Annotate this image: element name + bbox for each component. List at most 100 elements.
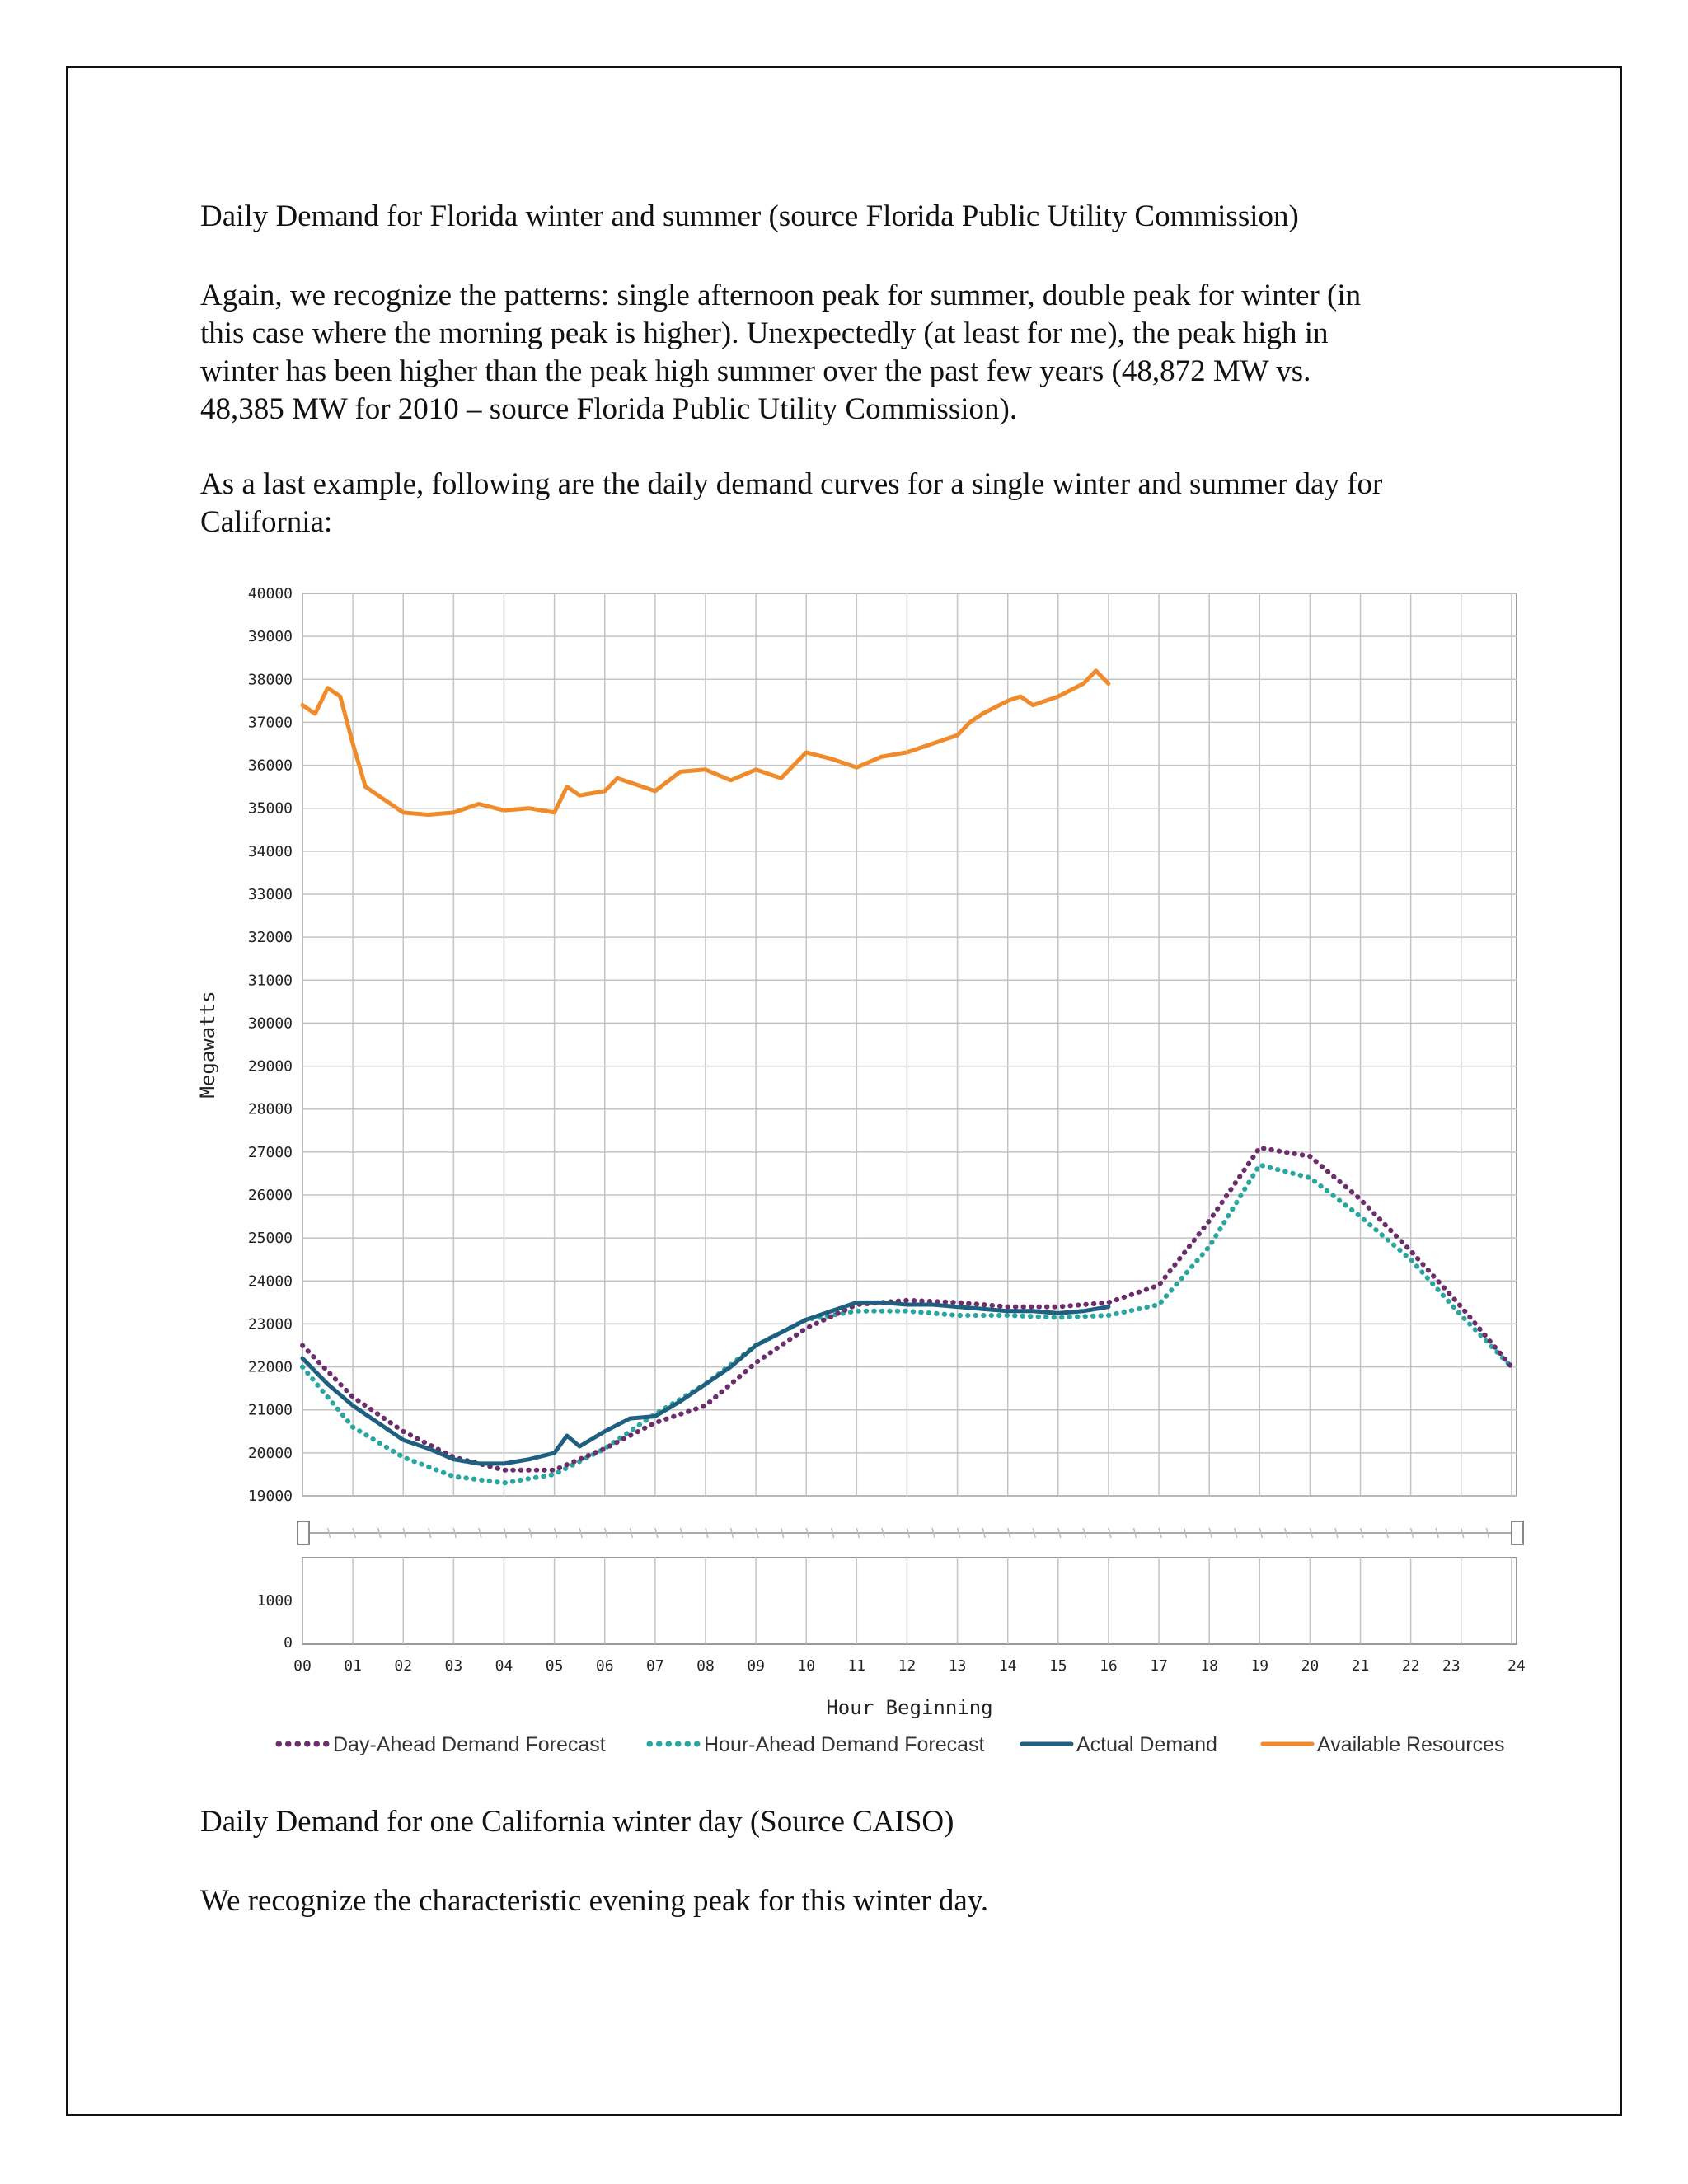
scrollbar-tick: [528, 1527, 532, 1539]
paragraph-line: this case where the morning peak is high…: [200, 316, 1329, 350]
y-tick-label: 33000: [248, 886, 293, 903]
scrollbar-tick: [1334, 1527, 1339, 1539]
series-line-day-ahead-demand-forecast: [300, 1145, 1514, 1473]
y-tick-label: 39000: [248, 628, 293, 645]
y-tick-label: 22000: [248, 1359, 293, 1376]
y-tick-label: 31000: [248, 972, 293, 989]
x-tick-label: 03: [445, 1657, 463, 1675]
legend-label: Actual Demand: [1076, 1733, 1217, 1756]
x-tick-label: 06: [596, 1657, 614, 1675]
x-tick-label: 22: [1402, 1657, 1420, 1675]
scrollbar-tick: [906, 1527, 911, 1539]
scrollbar-tick: [831, 1527, 835, 1539]
y-axis-title: Megawatts: [196, 991, 219, 1098]
x-tick-label: 09: [747, 1657, 765, 1675]
paragraph-florida-analysis: Again, we recognize the patterns: single…: [200, 277, 1486, 429]
x-tick-label: 04: [495, 1657, 513, 1675]
scrollbar-tick: [326, 1527, 331, 1539]
scrollbar-tick: [881, 1527, 885, 1539]
x-tick-label: 12: [898, 1657, 917, 1675]
y-tick-label: 25000: [248, 1230, 293, 1247]
y-tick-label: 37000: [248, 714, 293, 731]
plot-area: [302, 593, 1517, 1497]
x-axis-ticks: 00 01 02 03 04 05 06 07 08 09 10 11 12 13 14 15 16 17 18 19…: [293, 1657, 1525, 1675]
x-tick-label: 07: [646, 1657, 664, 1675]
scrollbar-tick: [1309, 1527, 1314, 1539]
scrollbar-tick: [982, 1527, 986, 1539]
scrollbar-tick: [579, 1527, 583, 1539]
scrollbar-tick: [1485, 1527, 1490, 1539]
scrollbar-tick: [1259, 1527, 1264, 1539]
x-tick-label: 17: [1150, 1657, 1168, 1675]
chart-legend: Day-Ahead Demand Forecast Hour-Ahead Dema…: [275, 1733, 1504, 1756]
lower-plot-area: [302, 1557, 1517, 1645]
series-line-hour-ahead-demand-forecast: [300, 1162, 1514, 1486]
chart-grid: [302, 593, 1517, 1497]
x-tick-label: 16: [1100, 1657, 1118, 1675]
y-tick-label: 36000: [248, 757, 293, 775]
scrollbar-tick: [352, 1527, 356, 1539]
chart-range-scrollbar[interactable]: [297, 1521, 1524, 1545]
scrollbar-handle: [297, 1521, 310, 1545]
scrollbar-tick: [1158, 1527, 1162, 1539]
y-tick-label: 20000: [248, 1445, 293, 1462]
x-tick-label: 21: [1352, 1657, 1370, 1675]
scrollbar-tick: [452, 1527, 457, 1539]
y-tick-label: 28000: [248, 1101, 293, 1118]
y-tick-label: 34000: [248, 843, 293, 860]
florida-caption: Daily Demand for Florida winter and summ…: [200, 199, 1299, 233]
y-axis-ticks: 40000 39000 38000 37000 36000 35000 34000 33000…: [248, 585, 293, 1505]
series-line-actual-demand: [300, 1300, 1111, 1466]
x-tick-label: 15: [1049, 1657, 1067, 1675]
chart-series: [300, 668, 1514, 1486]
scrollbar-handle: [1511, 1521, 1524, 1545]
paragraph-line: As a last example, following are the dai…: [200, 467, 1383, 501]
scrollbar-tick: [1108, 1527, 1112, 1539]
scrollbar-tick: [1435, 1527, 1439, 1539]
paragraph-line: 48,385 MW for 2010 – source Florida Publ…: [200, 392, 1018, 426]
y-tick-label: 35000: [248, 800, 293, 818]
x-tick-label: 01: [344, 1657, 362, 1675]
x-tick-label: 20: [1301, 1657, 1320, 1675]
y-tick-label: 26000: [248, 1187, 293, 1204]
series-line-available-resources: [300, 668, 1111, 817]
x-tick-label: 23: [1442, 1657, 1461, 1675]
scrollbar-tick: [1208, 1527, 1212, 1539]
x-tick-label: 08: [696, 1657, 715, 1675]
y-tick-label: 19000: [248, 1488, 293, 1505]
scrollbar-tick: [1461, 1527, 1465, 1539]
y-tick-label: 40000: [248, 585, 293, 602]
scrollbar-tick: [805, 1527, 809, 1539]
lower-y-tick-label: 1000: [257, 1592, 293, 1610]
y-tick-label: 30000: [248, 1015, 293, 1032]
x-tick-label: 13: [949, 1657, 967, 1675]
scrollbar-tick: [377, 1527, 382, 1539]
page-border: [66, 66, 1622, 2116]
scrollbar-tick: [654, 1527, 659, 1539]
scrollbar-tick: [1409, 1527, 1414, 1539]
paragraph-evening-peak: We recognize the characteristic evening …: [200, 1884, 989, 1918]
scrollbar-tick: [1032, 1527, 1036, 1539]
lower-y-tick-label: 0: [284, 1634, 293, 1652]
scrollbar-tick: [1082, 1527, 1087, 1539]
paragraph-california-intro: As a last example, following are the dai…: [200, 466, 1486, 541]
scrollbar-tick: [478, 1527, 482, 1539]
scrollbar-tick: [603, 1527, 608, 1539]
scrollbar-tick: [1233, 1527, 1238, 1539]
x-tick-label: 19: [1250, 1657, 1268, 1675]
y-tick-label: 27000: [248, 1144, 293, 1161]
x-tick-label: 10: [797, 1657, 815, 1675]
scrollbar-tick: [705, 1527, 709, 1539]
y-tick-label: 23000: [248, 1315, 293, 1333]
legend-label: Available Resources: [1317, 1733, 1504, 1756]
scrollbar-tick: [729, 1527, 734, 1539]
chart-lower-panel: 1000 0: [257, 1557, 1517, 1652]
scrollbar-tick: [428, 1527, 432, 1539]
paragraph-line: winter has been higher than the peak hig…: [200, 354, 1311, 388]
scrollbar-tick: [503, 1527, 508, 1539]
legend-label: Hour-Ahead Demand Forecast: [704, 1733, 984, 1756]
y-tick-label: 38000: [248, 671, 293, 688]
y-tick-label: 29000: [248, 1058, 293, 1076]
paragraph-line: California:: [200, 505, 333, 539]
y-tick-label: 21000: [248, 1402, 293, 1419]
